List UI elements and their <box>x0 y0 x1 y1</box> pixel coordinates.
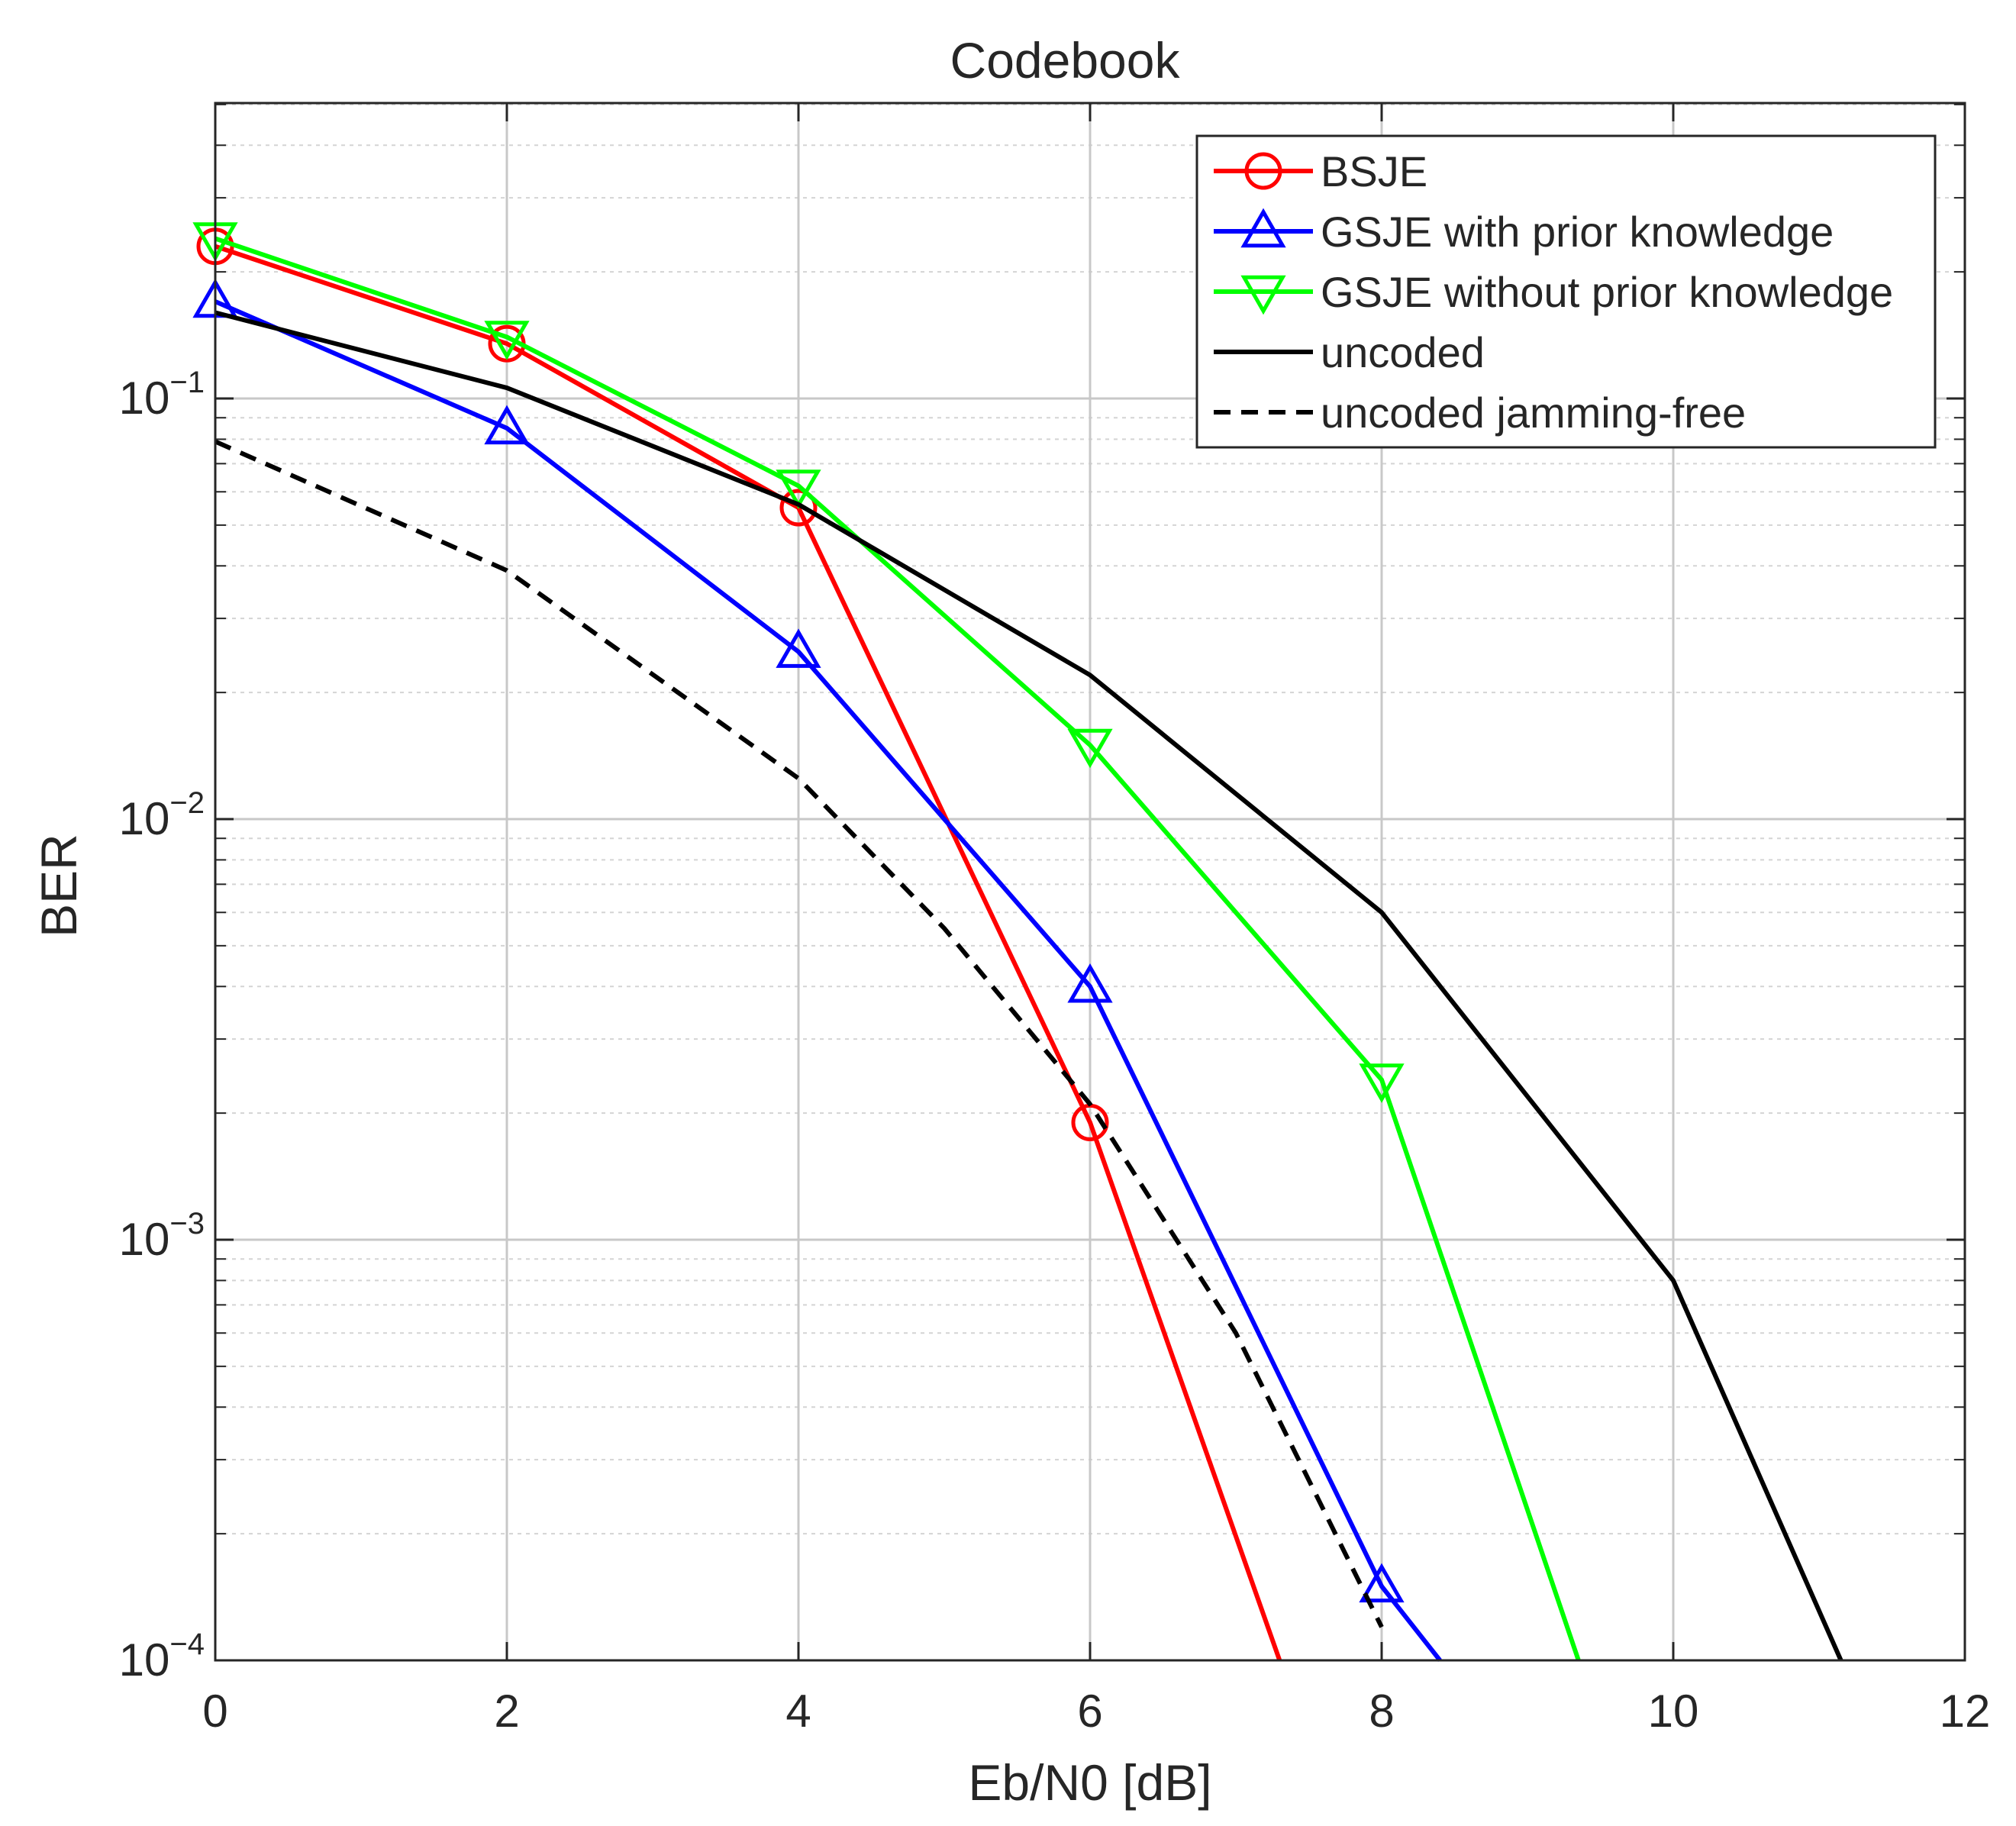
series-line-gsje-without-prior-knowledge <box>215 236 1581 1661</box>
legend-item-gsje-with-prior-knowledge: GSJE with prior knowledge <box>1214 208 1834 256</box>
y-tick-label: 10−1 <box>119 366 205 424</box>
legend-label-gsje-without-prior-knowledge: GSJE without prior knowledge <box>1321 268 1893 316</box>
series-line-uncoded <box>215 310 1843 1662</box>
x-tick-label: 0 <box>202 1686 227 1737</box>
data-point-gsje-without-prior-knowledge <box>484 321 530 360</box>
x-axis-label: Eb/N0 [dB] <box>968 1754 1211 1811</box>
legend-label-bsje: BSJE <box>1321 147 1427 195</box>
series-uncoded-jamming-free <box>214 439 1384 1628</box>
y-axis-label: BER <box>31 834 87 937</box>
legend-item-bsje: BSJE <box>1214 147 1427 195</box>
legend-box <box>1195 134 1937 449</box>
series-gsje-with-prior-knowledge <box>192 278 1442 1662</box>
legend-label-gsje-with-prior-knowledge: GSJE with prior knowledge <box>1321 208 1834 256</box>
series-layer <box>192 222 1843 1662</box>
x-tick-labels: 0 2 4 6 8 10 12 <box>202 1686 1990 1737</box>
x-tick-label: 12 <box>1940 1686 1991 1737</box>
y-tick-label: 10−4 <box>119 1628 205 1686</box>
data-point-gsje-with-prior-knowledge <box>484 405 530 445</box>
data-point-gsje-without-prior-knowledge <box>1359 1063 1405 1103</box>
legend-marker-gsje-without-prior-knowledge <box>1240 275 1286 315</box>
legend-item-gsje-without-prior-knowledge: GSJE without prior knowledge <box>1214 268 1893 316</box>
tick-marks <box>214 103 1966 1662</box>
x-tick-label: 6 <box>1077 1686 1102 1737</box>
chart-title: Codebook <box>950 32 1181 89</box>
data-point-gsje-with-prior-knowledge <box>1359 1563 1405 1603</box>
series-uncoded <box>215 310 1843 1662</box>
legend-marker-gsje-with-prior-knowledge <box>1240 208 1286 248</box>
x-tick-label: 8 <box>1369 1686 1394 1737</box>
legend-item-uncoded: uncoded <box>1214 328 1485 376</box>
x-tick-label: 4 <box>785 1686 811 1737</box>
data-point-gsje-without-prior-knowledge <box>1067 728 1113 769</box>
series-line-gsje-with-prior-knowledge <box>214 299 1442 1662</box>
series-line-uncoded-jamming-free <box>214 439 1384 1628</box>
y-tick-label: 10−3 <box>119 1207 205 1265</box>
legend-items: BSJE GSJE with prior knowledge GSJE withou… <box>1214 147 1893 437</box>
x-tick-label: 10 <box>1648 1686 1699 1737</box>
y-tick-label: 10−2 <box>119 786 205 844</box>
legend-item-uncoded-jamming-free: uncoded jamming-free <box>1214 389 1746 437</box>
data-point-gsje-with-prior-knowledge <box>1067 963 1113 1003</box>
data-point-bsje <box>779 489 818 527</box>
legend: BSJE GSJE with prior knowledge GSJE withou… <box>1195 134 1937 449</box>
data-point-gsje-without-prior-knowledge <box>776 469 821 509</box>
x-tick-label: 2 <box>494 1686 519 1737</box>
y-tick-labels: 10−1 10−2 10−3 10−4 <box>119 366 205 1686</box>
legend-label-uncoded-jamming-free: uncoded jamming-free <box>1321 389 1746 437</box>
legend-marker-bsje <box>1244 152 1282 190</box>
data-point-gsje-with-prior-knowledge <box>776 628 821 668</box>
legend-label-uncoded: uncoded <box>1321 328 1485 376</box>
